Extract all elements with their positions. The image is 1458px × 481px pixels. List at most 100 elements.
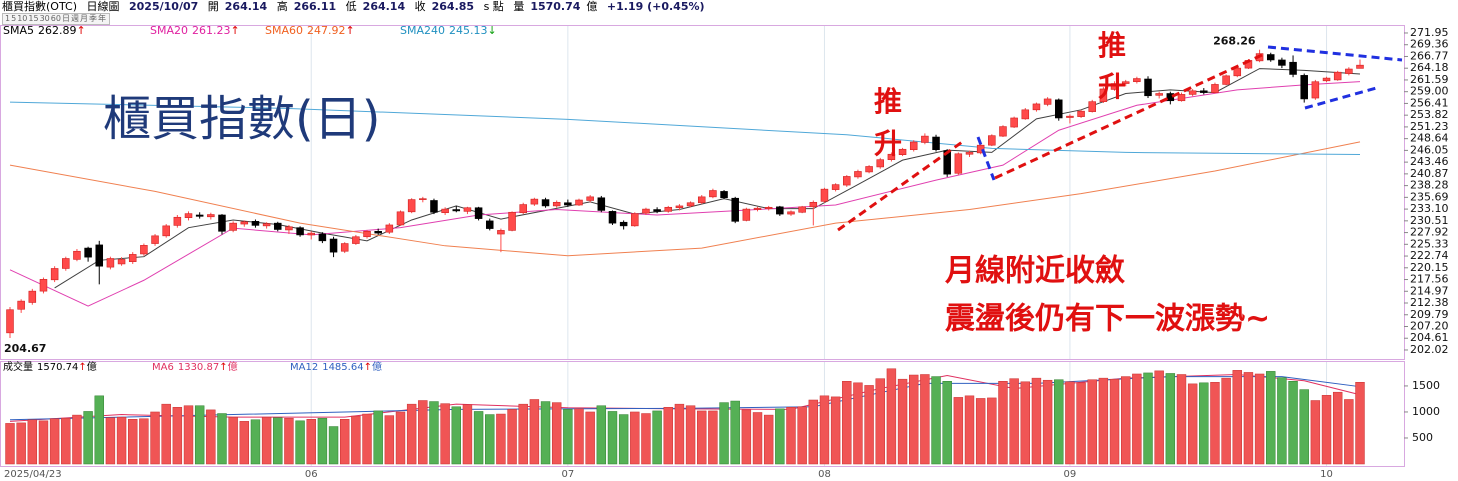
y-tick-label: 1500	[1412, 379, 1440, 392]
candle-body	[1010, 117, 1018, 128]
candle-body	[508, 211, 516, 231]
candle-body	[1300, 75, 1308, 100]
low-label: 204.67	[4, 342, 46, 355]
legend-name: SMA60	[265, 24, 303, 37]
x-tick-label: 2025/04/23	[4, 469, 62, 480]
candle-body	[497, 230, 505, 235]
legend-unit: 億	[372, 360, 382, 373]
volume-bar	[406, 403, 417, 465]
volume-bar	[1076, 382, 1086, 465]
price-panel	[0, 25, 1405, 360]
candle-body	[564, 202, 572, 206]
candle-body	[140, 245, 148, 255]
volume-bar	[49, 418, 60, 465]
candle-body	[162, 225, 170, 237]
volume-bar	[317, 417, 328, 465]
candle-body	[988, 135, 996, 146]
candle-body	[285, 226, 293, 231]
candle-body	[519, 204, 527, 214]
candle-body	[642, 208, 650, 214]
y-tick-label: 240.87	[1410, 167, 1449, 180]
candle-body	[1043, 98, 1052, 105]
candle-body	[17, 300, 25, 310]
volume-bar	[786, 407, 796, 465]
candle-body	[1233, 67, 1242, 77]
volume-bar	[674, 403, 685, 465]
period: 日線圖	[86, 0, 120, 13]
candle-body	[697, 196, 706, 204]
candle-body	[943, 150, 951, 175]
period-button[interactable]: 10	[17, 14, 28, 23]
candle-body	[452, 209, 461, 212]
volume-bar	[72, 414, 82, 465]
volume-bar	[663, 407, 673, 465]
ma-line	[9, 141, 1361, 257]
volume-bar	[27, 419, 38, 465]
candle-body	[1155, 93, 1163, 96]
volume-bar	[295, 420, 305, 465]
volume-bar	[1132, 373, 1142, 465]
candle-body	[307, 232, 315, 236]
y-tick-label: 259.00	[1410, 85, 1449, 98]
close: 264.85	[431, 0, 475, 13]
period-button[interactable]: 日	[61, 14, 70, 23]
period-button[interactable]: 30	[39, 14, 50, 23]
candle-body	[1110, 83, 1119, 90]
candle-body	[742, 208, 751, 221]
period-button[interactable]: 5	[11, 14, 17, 23]
volume-bar	[150, 411, 160, 465]
date: 2025/10/07	[129, 0, 199, 13]
volume-bar	[920, 374, 930, 465]
volume-bar	[172, 407, 183, 465]
volume-bar	[618, 414, 629, 465]
volume-bar	[496, 413, 506, 465]
candle-body	[965, 152, 974, 155]
legend-arrow: ↑	[364, 362, 372, 373]
candle-body	[787, 211, 795, 215]
volume-bar	[1176, 374, 1187, 465]
volume-bar	[540, 401, 551, 465]
volume-bar	[763, 414, 774, 465]
volume-bar	[830, 396, 841, 465]
candle-body	[720, 191, 728, 199]
period-button[interactable]: 週	[70, 14, 79, 23]
candle-body	[117, 259, 126, 265]
period-button[interactable]: 1	[5, 14, 11, 23]
candle-body	[831, 184, 840, 190]
candle-body	[1099, 88, 1108, 102]
open: 264.14	[224, 0, 268, 13]
volume-bar	[741, 409, 752, 465]
candle-body	[106, 258, 115, 268]
y-tick-label: 269.36	[1410, 38, 1449, 51]
candle-body	[753, 207, 762, 210]
period-button[interactable]: 年	[97, 14, 106, 23]
candle-body	[463, 207, 472, 212]
volume-bar	[1266, 371, 1276, 465]
candle-body	[809, 201, 818, 208]
y-tick-label: 217.56	[1410, 273, 1449, 286]
annotation: 推	[1098, 29, 1126, 62]
candle-body	[530, 198, 539, 205]
candle-body	[999, 126, 1007, 137]
volume-bar	[596, 405, 607, 465]
candle-body	[731, 197, 739, 222]
period-button[interactable]: 15	[28, 14, 39, 23]
legend-arrow: ↑	[219, 362, 227, 373]
y-tick-label: 238.28	[1410, 179, 1449, 192]
candle-body	[1333, 71, 1342, 81]
volume-bar	[652, 410, 662, 465]
volume-bar	[697, 410, 707, 465]
candle-body	[352, 236, 360, 244]
period-button[interactable]: 月	[79, 14, 88, 23]
legend-value: 262.89	[38, 24, 77, 37]
period-button[interactable]: 季	[88, 14, 97, 23]
volume-bar	[563, 409, 573, 465]
volume-bar	[975, 398, 986, 465]
candle-body	[976, 144, 985, 154]
high: 266.11	[293, 0, 337, 13]
volume-bar	[518, 403, 528, 465]
period-button[interactable]: 60	[50, 14, 61, 23]
legend-arrow: ↑	[77, 24, 86, 37]
